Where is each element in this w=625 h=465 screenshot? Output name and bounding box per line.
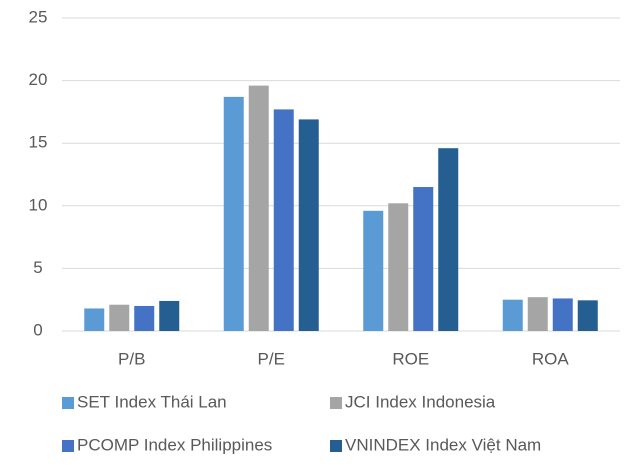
legend-swatch: [330, 397, 342, 409]
bar: [552, 298, 573, 331]
y-tick-label: 5: [33, 258, 42, 277]
bar: [577, 300, 598, 331]
bar: [248, 85, 269, 331]
bar: [438, 148, 459, 331]
bar: [363, 210, 384, 331]
y-tick-label: 15: [29, 133, 48, 152]
legend-label: JCI Index Indonesia: [345, 392, 496, 411]
legend-swatch: [62, 440, 74, 452]
y-tick-label: 20: [29, 70, 48, 89]
bar: [527, 297, 548, 331]
legend-swatch: [330, 440, 342, 452]
bar: [413, 187, 434, 331]
legend-label: PCOMP Index Philippines: [77, 435, 272, 454]
y-tick-label: 0: [33, 320, 42, 339]
bar: [84, 308, 105, 331]
bar: [298, 119, 319, 331]
y-tick-label: 10: [29, 195, 48, 214]
legend-label: SET Index Thái Lan: [77, 392, 227, 411]
bar: [109, 304, 130, 331]
bar: [388, 203, 409, 331]
x-tick-label: ROA: [532, 349, 570, 368]
x-tick-label: ROE: [392, 349, 429, 368]
bar: [134, 305, 155, 331]
bar: [273, 109, 294, 332]
bar: [223, 96, 244, 331]
legend-swatch: [62, 397, 74, 409]
y-tick-label: 25: [29, 7, 48, 26]
x-tick-label: P/E: [258, 349, 285, 368]
legend-label: VNINDEX Index Việt Nam: [345, 435, 541, 454]
x-tick-label: P/B: [118, 349, 145, 368]
bar: [159, 300, 180, 331]
bar: [502, 299, 523, 331]
